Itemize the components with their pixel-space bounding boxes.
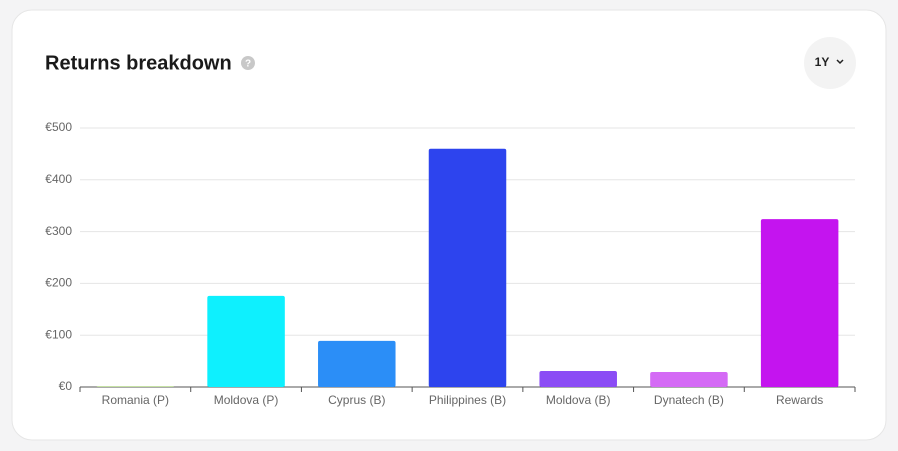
period-button[interactable]: [804, 37, 856, 89]
help-icon[interactable]: [241, 56, 255, 70]
bar: [760, 219, 839, 387]
y-tick-label: €500: [45, 120, 72, 134]
x-tick-label: Moldova (P): [214, 393, 279, 407]
bar: [539, 370, 617, 387]
y-tick-label: €400: [45, 172, 72, 186]
y-tick-label: €200: [45, 276, 72, 290]
bar: [428, 148, 507, 387]
x-tick-label: Dynatech (B): [654, 393, 724, 407]
chevron: [836, 59, 844, 65]
bar: [207, 295, 285, 387]
bar: [318, 340, 396, 387]
chart-title: Returns breakdown: [45, 52, 232, 74]
x-tick-label: Philippines (B): [429, 393, 506, 407]
x-tick-label: Romania (P): [102, 393, 169, 407]
help-icon-text: ?: [245, 59, 251, 70]
y-tick-label: €300: [45, 224, 72, 238]
y-tick-label: €0: [59, 379, 73, 393]
bar: [650, 371, 728, 387]
bar: [96, 386, 175, 387]
x-tick-label: Cyprus (B): [328, 393, 385, 407]
x-tick-label: Moldova (B): [546, 393, 611, 407]
period-label: 1Y: [815, 55, 830, 69]
x-tick-label: Rewards: [776, 393, 823, 407]
y-tick-label: €100: [45, 327, 72, 341]
